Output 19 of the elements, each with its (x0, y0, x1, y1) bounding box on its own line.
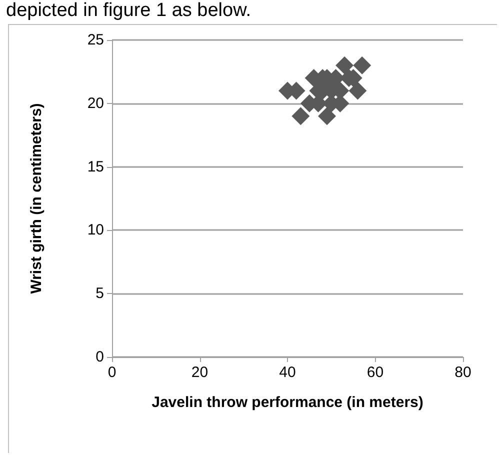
point (353, 56, 372, 74)
y-tick-label: 20 (87, 94, 104, 112)
y-tick-label: 25 (87, 32, 104, 48)
y-tick-label: 15 (87, 158, 104, 176)
x-axis-title: Javelin throw performance (in meters) (152, 394, 424, 411)
x-tick-label: 60 (366, 364, 384, 381)
y-tick-label: 0 (96, 348, 104, 366)
point (336, 56, 354, 74)
x-tick-label: 20 (191, 364, 208, 381)
y-tick-label: 5 (96, 285, 104, 302)
x-tick-label: 80 (454, 364, 472, 381)
text: depicted in figure 1 as below. (6, 0, 252, 22)
x-tick-label: 0 (108, 364, 116, 381)
y-axis-title: Wrist girth (in centimeters) (28, 103, 45, 294)
x-tick-label: 40 (279, 364, 296, 381)
point (318, 107, 336, 126)
y-tick-label: 10 (87, 222, 104, 239)
point (292, 107, 310, 126)
point (348, 82, 367, 100)
